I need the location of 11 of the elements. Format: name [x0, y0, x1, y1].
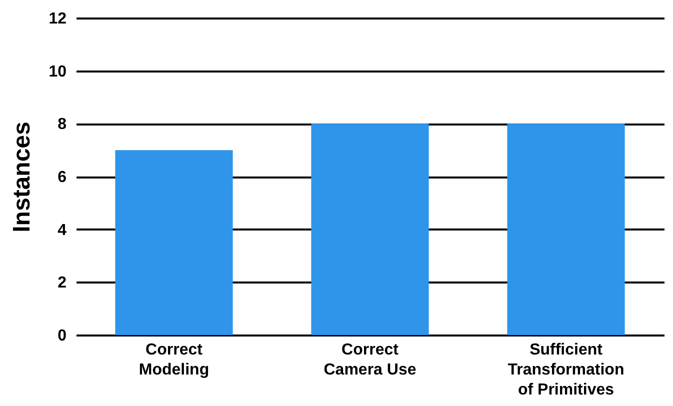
y-tick-label: 12 [48, 10, 67, 28]
y-tick-label: 2 [58, 274, 67, 292]
x-tick-label: Sufficient Transformation of Primitives [508, 342, 624, 398]
x-tick-label: Correct Camera Use [324, 342, 416, 378]
y-tick-label: 8 [58, 116, 67, 134]
y-tick-label: 4 [58, 222, 67, 239]
y-tick-label: 6 [58, 169, 67, 186]
x-tick-label: Correct Modeling [138, 342, 210, 378]
y-tick-label: 10 [48, 63, 67, 80]
y-axis-title: Instances [8, 122, 36, 232]
y-tick-label: 0 [58, 328, 67, 344]
